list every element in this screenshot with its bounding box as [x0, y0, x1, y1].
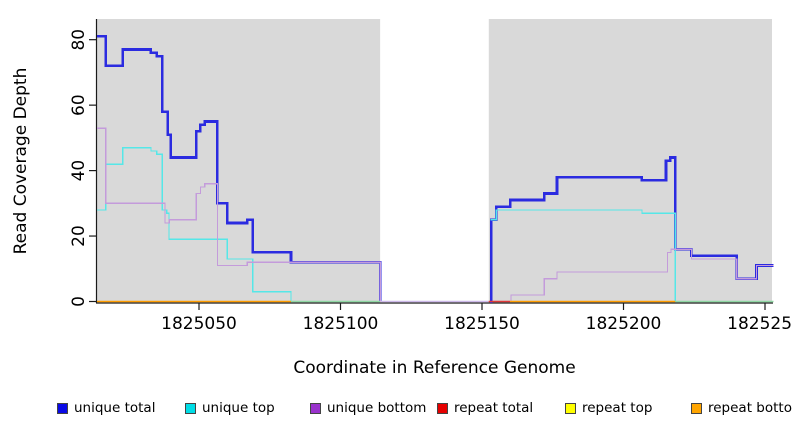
x-tick-label: 1825200 — [586, 314, 662, 334]
y-tick-label: 40 — [69, 160, 89, 182]
legend-swatch — [185, 402, 196, 414]
legend-item-repeat-total: repeat total — [437, 399, 533, 417]
series-line-unique-bottom — [97, 127, 381, 302]
x-tick-label: 1825050 — [161, 314, 237, 334]
series-line-unique-top — [490, 209, 676, 302]
legend-swatch — [691, 402, 702, 414]
legend-label: unique bottom — [327, 400, 427, 416]
series-line-unique-bottom — [510, 248, 774, 303]
legend-item-repeat-top: repeat top — [565, 399, 652, 417]
legend-swatch — [437, 402, 448, 414]
legend-item-unique-total: unique total — [57, 399, 155, 417]
legend-label: repeat top — [582, 400, 653, 416]
y-axis-title: Read Coverage Depth — [11, 67, 31, 255]
y-tick-label: 0 — [69, 296, 89, 307]
legend-swatch — [57, 402, 68, 414]
legend-label: unique top — [202, 400, 275, 416]
x-axis-title: Coordinate in Reference Genome — [293, 358, 576, 378]
x-tick-label: 1825250 — [727, 314, 792, 334]
y-tick-label: 60 — [69, 94, 89, 116]
y-tick-label: 80 — [69, 29, 89, 51]
legend-item-unique-top: unique top — [185, 399, 275, 417]
legend-item-repeat-bottom: repeat bottom — [691, 399, 792, 417]
legend-label: repeat total — [454, 400, 534, 416]
legend-swatch — [310, 402, 321, 414]
series-line-unique-total — [97, 35, 382, 302]
series-line-unique-total — [489, 156, 774, 303]
legend-label: repeat bottom — [708, 400, 792, 416]
legend-swatch — [565, 402, 576, 414]
x-tick-label: 1825100 — [303, 314, 379, 334]
legend-item-unique-bottom: unique bottom — [310, 399, 426, 417]
no-data-gap — [380, 19, 489, 303]
y-tick-label: 20 — [69, 225, 89, 247]
x-tick-label: 1825150 — [444, 314, 520, 334]
legend-label: unique total — [74, 400, 156, 416]
